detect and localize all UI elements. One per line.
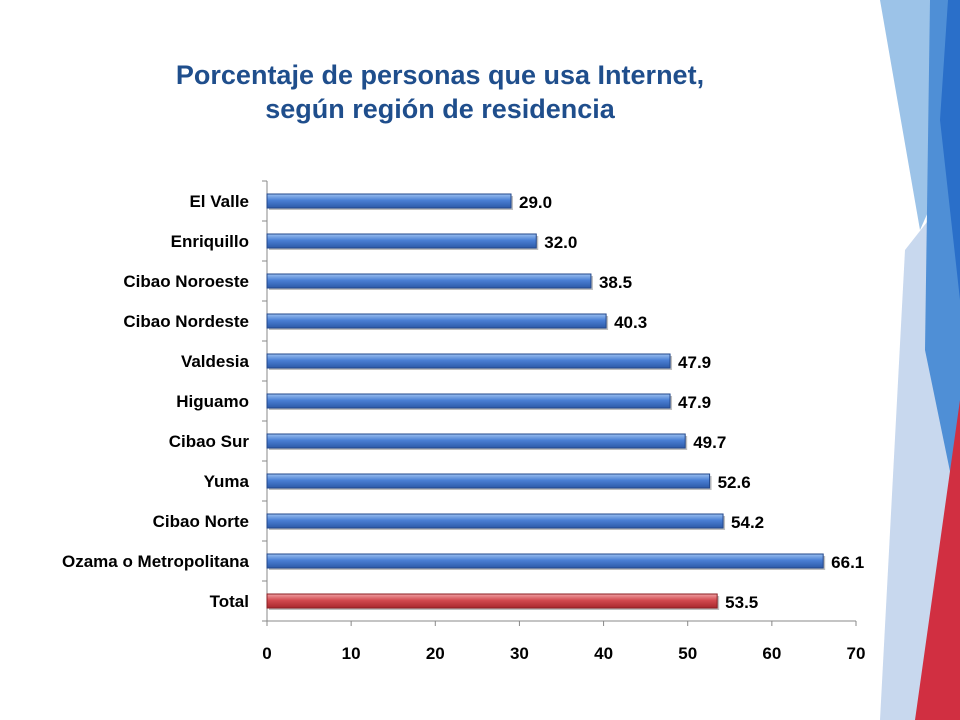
x-tick-label: 50 [678, 644, 697, 663]
category-label: Cibao Noroeste [123, 272, 249, 291]
bar [266, 433, 686, 449]
data-label: 52.6 [718, 473, 751, 492]
bar [266, 313, 607, 329]
category-label: Higuamo [176, 392, 249, 411]
bar-total [266, 593, 718, 609]
bar [266, 273, 592, 289]
x-tick-label: 0 [262, 644, 271, 663]
data-label: 53.5 [725, 593, 758, 612]
category-label: El Valle [189, 192, 249, 211]
x-tick-label: 30 [510, 644, 529, 663]
bar [266, 353, 671, 369]
data-label: 40.3 [614, 313, 647, 332]
x-tick-label: 70 [847, 644, 866, 663]
data-label: 47.9 [678, 353, 711, 372]
category-label: Ozama o Metropolitana [62, 552, 250, 571]
data-label: 32.0 [544, 233, 577, 252]
x-tick-label: 20 [426, 644, 445, 663]
category-label: Cibao Sur [169, 432, 250, 451]
x-tick-label: 60 [762, 644, 781, 663]
data-label: 29.0 [519, 193, 552, 212]
bar [266, 513, 724, 529]
data-label: 47.9 [678, 393, 711, 412]
category-label: Cibao Norte [153, 512, 249, 531]
bar [266, 553, 824, 569]
x-tick-label: 40 [594, 644, 613, 663]
data-label: 66.1 [831, 553, 864, 572]
deco-stripe-dark [940, 0, 960, 300]
chart-title: Porcentaje de personas que usa Internet,… [40, 58, 840, 126]
chart-title-line-2: según región de residencia [265, 94, 615, 124]
bar [266, 233, 537, 249]
data-label: 54.2 [731, 513, 764, 532]
category-label: Total [210, 592, 249, 611]
x-tick-label: 10 [342, 644, 361, 663]
bar [266, 193, 512, 209]
category-label: Valdesia [181, 352, 250, 371]
bar [266, 393, 671, 409]
category-label: Cibao Nordeste [123, 312, 249, 331]
deco-stripe-red [915, 400, 960, 720]
bar [266, 473, 711, 489]
chart-title-line-1: Porcentaje de personas que usa Internet, [175, 60, 705, 90]
category-label: Yuma [204, 472, 250, 491]
data-label: 49.7 [693, 433, 726, 452]
category-label: Enriquillo [171, 232, 249, 251]
data-label: 38.5 [599, 273, 632, 292]
